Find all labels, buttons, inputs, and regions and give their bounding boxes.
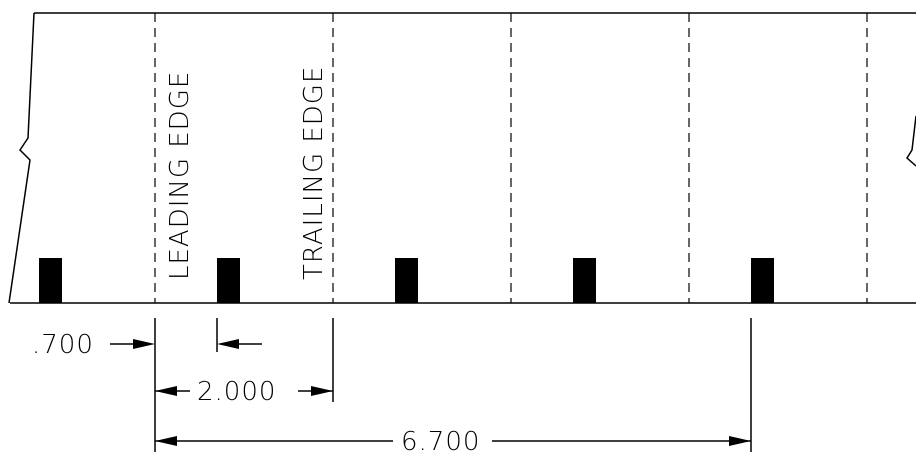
left-break-line: [8, 12, 35, 304]
dimension-span-arrow-right: [729, 436, 751, 446]
strip-outline: [8, 12, 916, 304]
right-break-line: [906, 115, 916, 167]
dimension-span-arrow-left: [155, 436, 177, 446]
dimension-span-text: 6.700: [401, 427, 480, 457]
feature-block-2: [217, 258, 240, 303]
dimension-offset-arrow-left: [133, 339, 155, 349]
dimension-pitch-arrow-left: [155, 386, 177, 396]
extension-lines: [154, 318, 752, 452]
leading-edge-label: LEADING EDGE: [165, 71, 195, 280]
feature-blocks: [39, 258, 774, 303]
pitch-lines: [154, 13, 868, 303]
dimension-offset-text: .700: [32, 330, 94, 360]
dimension-span: 6.700: [155, 427, 751, 457]
trailing-edge-label: TRAILING EDGE: [299, 66, 329, 280]
dimension-offset: .700: [32, 330, 262, 360]
dimension-offset-arrow-right: [217, 339, 239, 349]
dimension-pitch: 2.000: [155, 377, 333, 407]
feature-block-5: [751, 258, 774, 303]
feature-block-1: [39, 258, 62, 303]
dimension-pitch-arrow-right: [311, 386, 333, 396]
dimension-pitch-text: 2.000: [197, 377, 276, 407]
feature-block-4: [573, 258, 596, 303]
feature-block-3: [395, 258, 418, 303]
